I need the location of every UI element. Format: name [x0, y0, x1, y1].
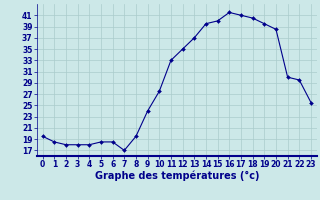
X-axis label: Graphe des températures (°c): Graphe des températures (°c) — [94, 171, 259, 181]
